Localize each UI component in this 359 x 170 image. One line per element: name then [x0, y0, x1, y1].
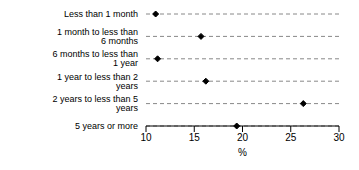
- svg-text:1 year to less than 2years: 1 year to less than 2years: [57, 72, 139, 91]
- svg-text:15: 15: [189, 132, 201, 143]
- svg-text:Less than 1 month: Less than 1 month: [64, 9, 138, 19]
- svg-text:20: 20: [237, 132, 249, 143]
- svg-text:25: 25: [285, 132, 297, 143]
- svg-text:10: 10: [140, 132, 152, 143]
- svg-text:6 months to less than1 year: 6 months to less than1 year: [52, 49, 138, 68]
- svg-text:30: 30: [333, 132, 345, 143]
- svg-text:1 month to less than6 months: 1 month to less than6 months: [57, 27, 139, 46]
- svg-text:2 years to less than 5years: 2 years to less than 5years: [52, 94, 138, 113]
- svg-text:5 years or more: 5 years or more: [75, 121, 138, 131]
- svg-text:%: %: [238, 147, 247, 158]
